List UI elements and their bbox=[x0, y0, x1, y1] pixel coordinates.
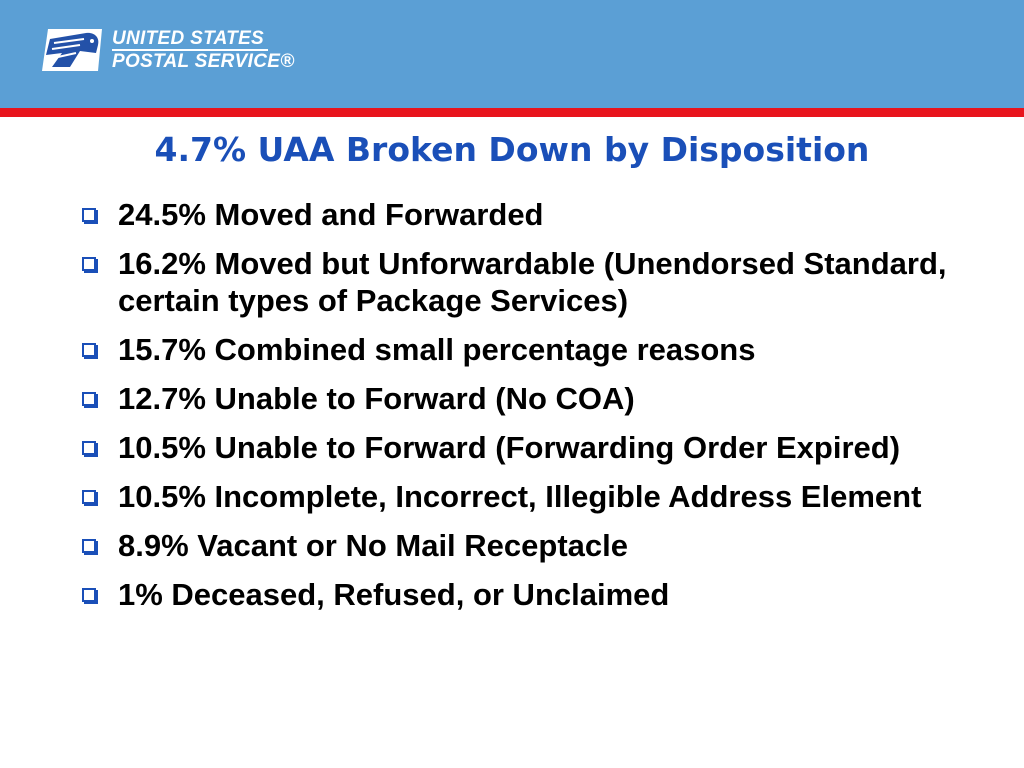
header-band bbox=[0, 0, 1024, 108]
bullet-item: 10.5% Incomplete, Incorrect, Illegible A… bbox=[82, 478, 982, 515]
bullet-item: 1% Deceased, Refused, or Unclaimed bbox=[82, 576, 982, 613]
usps-logo: UNITED STATES POSTAL SERVICE® bbox=[40, 27, 294, 75]
bullet-item: 12.7% Unable to Forward (No COA) bbox=[82, 380, 982, 417]
logo-line-1: UNITED STATES bbox=[112, 28, 268, 51]
square-bullet-icon bbox=[82, 539, 96, 553]
eagle-logo-icon bbox=[42, 29, 102, 71]
bullet-text: 10.5% Unable to Forward (Forwarding Orde… bbox=[118, 430, 901, 465]
bullet-text: 12.7% Unable to Forward (No COA) bbox=[118, 381, 635, 416]
bullet-text: 16.2% Moved but Unforwardable (Unendorse… bbox=[118, 246, 947, 318]
square-bullet-icon bbox=[82, 588, 96, 602]
square-bullet-icon bbox=[82, 490, 96, 504]
slide-title: 4.7% UAA Broken Down by Disposition bbox=[154, 130, 870, 169]
square-bullet-icon bbox=[82, 208, 96, 222]
square-bullet-icon bbox=[82, 441, 96, 455]
bullet-item: 24.5% Moved and Forwarded bbox=[82, 196, 982, 233]
bullet-text: 24.5% Moved and Forwarded bbox=[118, 197, 544, 232]
bullet-text: 1% Deceased, Refused, or Unclaimed bbox=[118, 577, 670, 612]
bullet-item: 16.2% Moved but Unforwardable (Unendorse… bbox=[82, 245, 982, 319]
logo-line-2: POSTAL SERVICE® bbox=[112, 51, 295, 72]
bullet-item: 10.5% Unable to Forward (Forwarding Orde… bbox=[82, 429, 982, 466]
bullet-text: 15.7% Combined small percentage reasons bbox=[118, 332, 756, 367]
bullet-item: 15.7% Combined small percentage reasons bbox=[82, 331, 982, 368]
header-red-rule bbox=[0, 108, 1024, 117]
bullet-list: 24.5% Moved and Forwarded 16.2% Moved bu… bbox=[82, 196, 982, 625]
square-bullet-icon bbox=[82, 257, 96, 271]
bullet-text: 10.5% Incomplete, Incorrect, Illegible A… bbox=[118, 479, 922, 514]
square-bullet-icon bbox=[82, 392, 96, 406]
bullet-text: 8.9% Vacant or No Mail Receptacle bbox=[118, 528, 628, 563]
logo-wordmark: UNITED STATES POSTAL SERVICE® bbox=[112, 28, 295, 72]
square-bullet-icon bbox=[82, 343, 96, 357]
bullet-item: 8.9% Vacant or No Mail Receptacle bbox=[82, 527, 982, 564]
